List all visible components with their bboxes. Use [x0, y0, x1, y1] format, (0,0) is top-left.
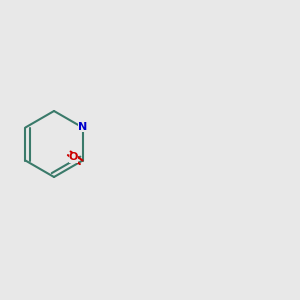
Text: N: N [78, 122, 87, 133]
Text: O: O [69, 152, 78, 163]
